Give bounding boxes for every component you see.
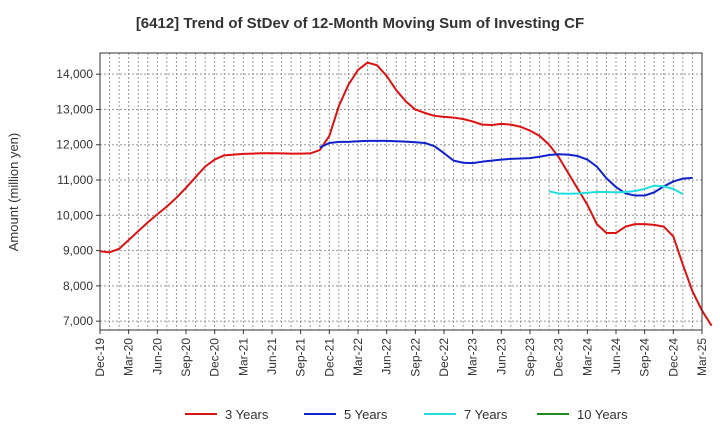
x-tick-label: Mar-22: [351, 338, 365, 376]
legend-label: 10 Years: [577, 407, 628, 422]
plot-border: [99, 52, 703, 331]
x-tick-label: Sep-20: [179, 338, 193, 377]
x-tick-label: Mar-23: [466, 338, 480, 376]
series-lines: [99, 61, 713, 327]
x-tick-label: Mar-20: [122, 338, 136, 376]
y-tick-label: 12,000: [56, 138, 93, 152]
plot-frame: [99, 52, 703, 331]
grid: [99, 53, 703, 330]
legend-label: 7 Years: [464, 407, 508, 422]
x-tick-label: Dec-24: [666, 338, 680, 377]
x-tick-label: Mar-25: [695, 338, 709, 376]
x-tick-label: Dec-21: [322, 338, 336, 377]
series-line-3-years: [99, 61, 713, 327]
chart-title: [6412] Trend of StDev of 12-Month Moving…: [136, 15, 584, 32]
legend-label: 5 Years: [344, 407, 388, 422]
y-axis-label: Amount (million yen): [6, 133, 21, 252]
y-tick-label: 7,000: [63, 314, 93, 328]
x-tick-label: Dec-23: [552, 338, 566, 377]
x-tick-label: Mar-24: [580, 338, 594, 376]
y-axis-ticks: 7,000 8,000 9,000 10,000 11,000 12,000 13,000 1…: [56, 67, 100, 328]
x-tick-label: Jun-24: [609, 338, 623, 375]
legend-label: 3 Years: [225, 407, 269, 422]
x-tick-label: Mar-21: [236, 338, 250, 376]
y-tick-label: 9,000: [63, 244, 93, 258]
x-tick-label: Sep-21: [294, 338, 308, 377]
x-tick-label: Dec-22: [437, 338, 451, 377]
y-tick-label: 14,000: [56, 67, 93, 81]
legend: 3 Years 5 Years 7 Years 10 Years: [185, 407, 628, 422]
x-tick-label: Jun-20: [150, 338, 164, 375]
x-tick-label: Dec-19: [93, 338, 107, 377]
x-tick-label: Dec-20: [208, 338, 222, 377]
series-line-7-years: [548, 184, 684, 196]
x-tick-label: Sep-24: [638, 338, 652, 377]
x-tick-label: Sep-23: [523, 338, 537, 377]
y-tick-label: 11,000: [57, 173, 93, 187]
x-tick-label: Sep-22: [408, 338, 422, 377]
y-tick-label: 13,000: [56, 102, 93, 116]
series-line-5-years: [319, 139, 693, 197]
y-tick-label: 10,000: [56, 208, 93, 222]
x-tick-label: Jun-23: [494, 338, 508, 375]
x-tick-label: Jun-22: [380, 338, 394, 375]
x-tick-label: Jun-21: [265, 338, 279, 375]
x-axis-ticks: Dec-19 Mar-20 Jun-20 Sep-20 Dec-20 Mar-21 Jun-…: [93, 330, 709, 377]
y-tick-label: 8,000: [63, 279, 93, 293]
